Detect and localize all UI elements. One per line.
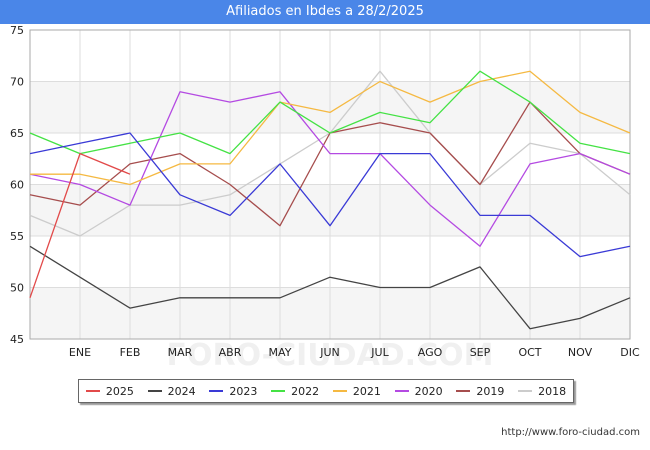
legend-item-2025: 2025 <box>85 384 134 398</box>
x-tick-label: JUN <box>319 346 340 359</box>
series-line-2024 <box>29 245 631 330</box>
y-tick-label: 65 <box>10 127 24 140</box>
y-tick-label: 45 <box>10 333 24 346</box>
x-tick-label: JUL <box>370 346 389 359</box>
watermark: FORO-CIUDAD.COM <box>167 338 494 373</box>
x-tick-label: DIC <box>620 346 640 359</box>
legend-swatch <box>209 390 224 392</box>
x-tick-label: ABR <box>219 346 242 359</box>
legend-label: 2023 <box>229 384 258 398</box>
title-bar <box>0 0 650 24</box>
y-tick-label: 70 <box>10 76 24 89</box>
series-line-2022 <box>29 70 631 155</box>
legend-item-2021: 2021 <box>332 384 381 398</box>
footer-url: http://www.foro-ciudad.com <box>501 427 640 438</box>
x-tick-label: NOV <box>568 346 593 359</box>
legend-item-2019: 2019 <box>456 385 504 398</box>
series-line-2023 <box>29 132 631 258</box>
y-tick-label: 50 <box>10 282 24 295</box>
legend-swatch <box>332 390 347 392</box>
plot-frame <box>29 29 631 340</box>
legend-swatch <box>271 390 286 392</box>
chart-title: Afiliados en Ibdes a 28/2/2025 <box>226 4 424 19</box>
series-line-2020 <box>29 91 631 247</box>
legend-item-2020: 2020 <box>394 384 443 398</box>
legend-label: 2025 <box>105 384 134 398</box>
legend-label: 2020 <box>414 384 443 398</box>
legend-label: 2022 <box>291 384 320 398</box>
legend-swatch <box>518 390 533 392</box>
legend-label: 2024 <box>167 384 196 398</box>
legend-item-2024: 2024 <box>147 384 196 398</box>
y-tick-label: 60 <box>10 179 24 192</box>
series-line-2021 <box>30 70 631 186</box>
legend-label: 2019 <box>476 384 505 398</box>
x-tick-label: ENE <box>69 346 91 359</box>
legend: 2025 2024 2023 2022 2021 2020 2019 2018 <box>78 379 574 403</box>
legend-swatch <box>456 390 471 392</box>
x-tick-label: MAR <box>168 346 193 359</box>
legend-label: 2018 <box>538 384 567 398</box>
legend-label: 2021 <box>352 384 381 398</box>
legend-item-2023: 2023 <box>209 385 257 398</box>
legend-item-2018: 2018 <box>518 385 566 398</box>
legend-swatch <box>85 390 100 392</box>
y-tick-label: 55 <box>10 230 24 243</box>
x-tick-label: OCT <box>518 346 541 359</box>
x-tick-label: FEB <box>120 346 141 359</box>
x-tick-label: AGO <box>418 346 443 359</box>
legend-swatch <box>394 390 409 392</box>
y-tick-label: 75 <box>10 24 24 37</box>
series-line-2025 <box>29 152 131 299</box>
x-tick-label: SEP <box>470 346 491 359</box>
x-tick-label: MAY <box>269 346 292 359</box>
legend-swatch <box>147 390 162 392</box>
legend-item-2022: 2022 <box>271 385 319 398</box>
